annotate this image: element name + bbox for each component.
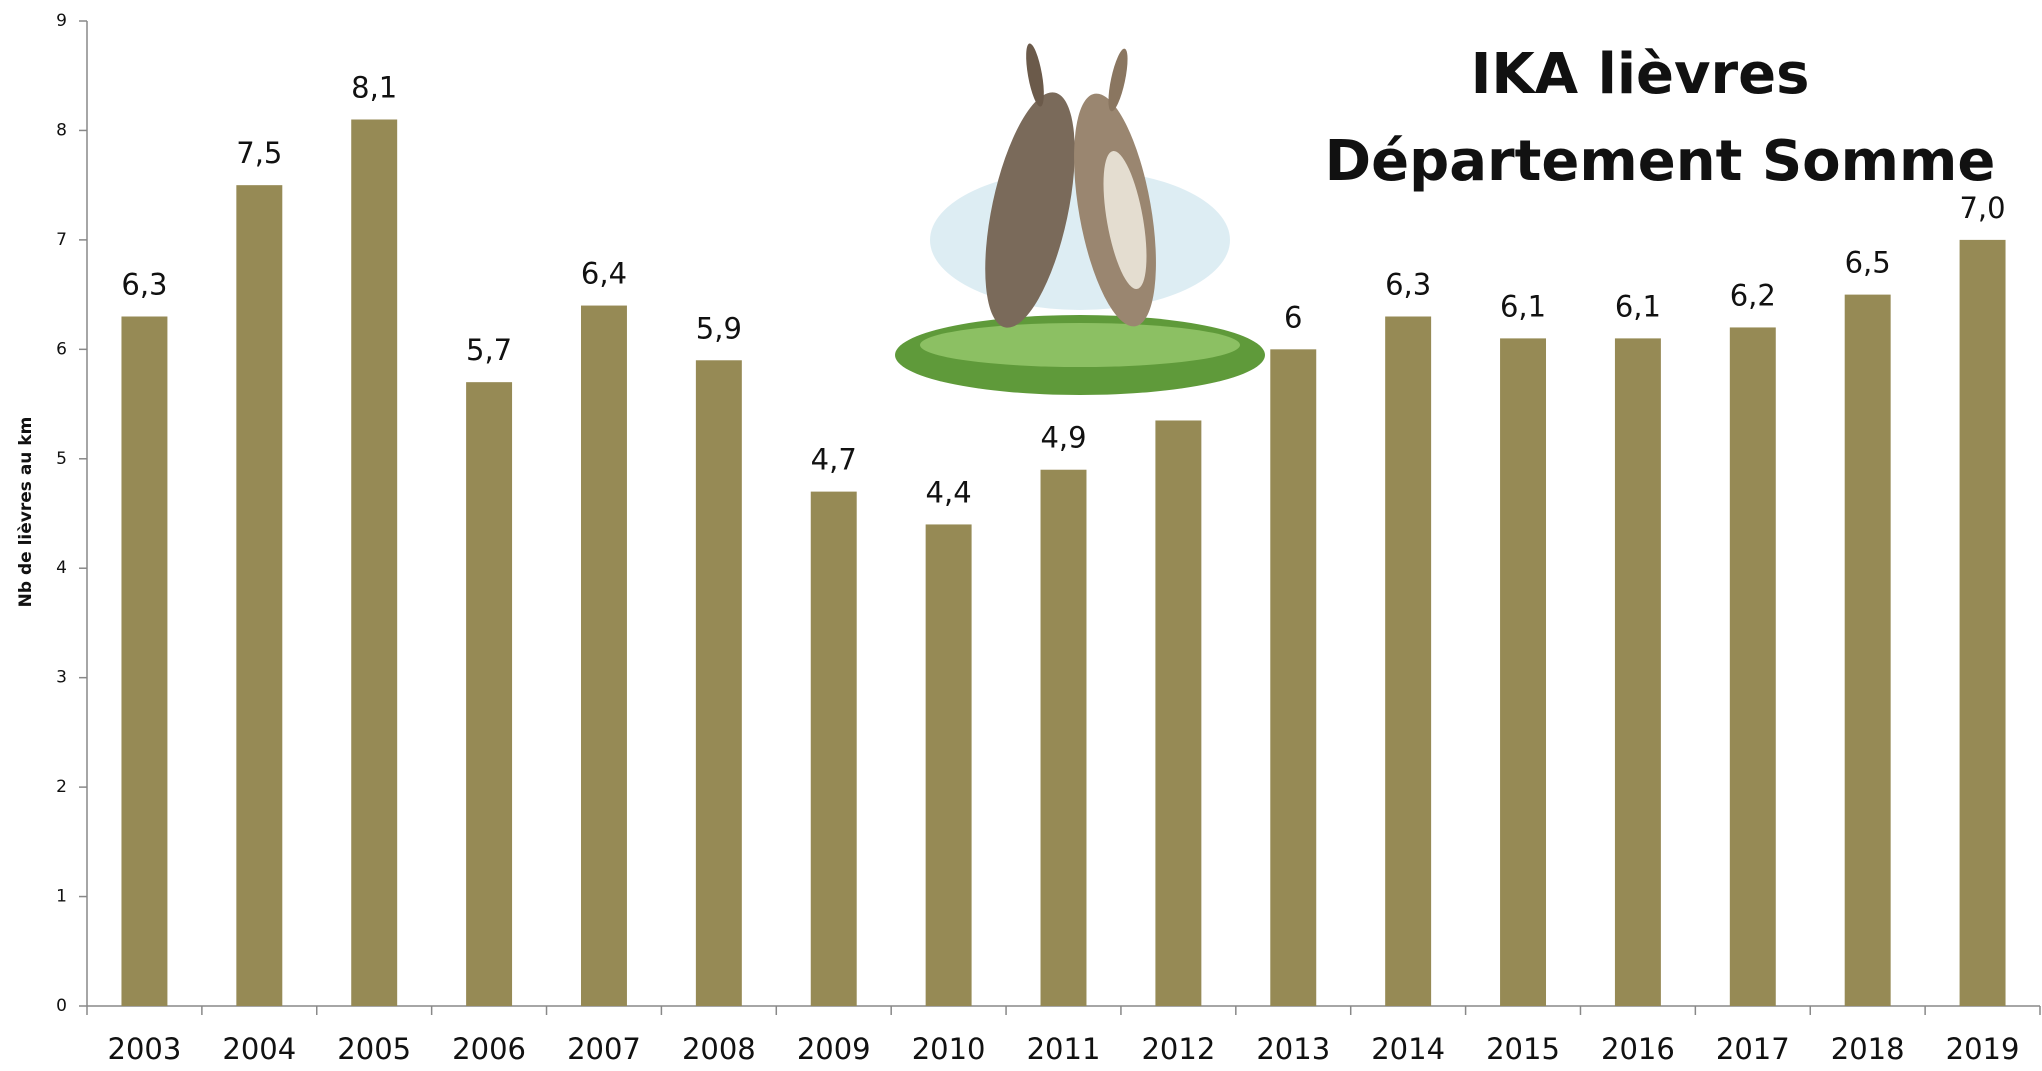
value-label: 4,7 (811, 443, 857, 477)
x-tick-label: 2003 (108, 1032, 182, 1066)
x-tick-label: 2019 (1946, 1032, 2020, 1066)
bar (1959, 239, 2006, 1006)
hares-illustration (895, 43, 1265, 395)
value-label: 5,9 (696, 311, 742, 345)
x-tick-label: 2015 (1486, 1032, 1560, 1066)
x-tick-label: 2006 (452, 1032, 526, 1066)
value-label: 6,3 (121, 268, 167, 302)
value-label: 6,5 (1845, 246, 1891, 280)
value-label: 6,1 (1615, 289, 1661, 323)
value-label: 7,5 (236, 136, 282, 170)
x-tick-label: 2016 (1601, 1032, 1675, 1066)
y-tick-label: 3 (56, 668, 67, 688)
bar (695, 360, 742, 1006)
bar (1614, 338, 1661, 1006)
y-tick-label: 8 (56, 120, 67, 140)
y-axis-label: Nb de lièvres au km (16, 417, 36, 608)
value-label: 6,3 (1385, 268, 1431, 302)
value-label: 7,0 (1959, 191, 2005, 225)
y-tick-label: 2 (56, 777, 67, 797)
y-tick-label: 6 (56, 339, 67, 359)
x-tick-label: 2013 (1256, 1032, 1330, 1066)
y-tick-label: 5 (56, 449, 67, 469)
x-tick-label: 2004 (222, 1032, 296, 1066)
x-tick-label: 2007 (567, 1032, 641, 1066)
bar (1155, 420, 1202, 1006)
value-label: 6 (1284, 300, 1302, 334)
y-tick-label: 9 (56, 11, 67, 31)
bar (236, 185, 283, 1006)
chart-title: IKA lièvres (1471, 42, 1810, 107)
bar (1500, 338, 1547, 1006)
value-label: 6,2 (1730, 278, 1776, 312)
bar (1844, 294, 1891, 1007)
value-label: 4,9 (1040, 421, 1086, 455)
bar (466, 382, 513, 1007)
x-tick-label: 2018 (1831, 1032, 1905, 1066)
x-tick-label: 2008 (682, 1032, 756, 1066)
bar (810, 491, 857, 1007)
value-label: 6,4 (581, 257, 627, 291)
bar (925, 524, 972, 1006)
x-tick-label: 2014 (1371, 1032, 1445, 1066)
bar (580, 305, 627, 1006)
x-tick-label: 2017 (1716, 1032, 1790, 1066)
value-label: 5,7 (466, 333, 512, 367)
bar (121, 316, 168, 1006)
x-tick-label: 2012 (1141, 1032, 1215, 1066)
value-label: 4,4 (926, 475, 972, 509)
bar (1729, 327, 1776, 1006)
y-tick-label: 7 (56, 230, 67, 250)
x-tick-label: 2005 (337, 1032, 411, 1066)
bar (351, 119, 398, 1006)
value-label: 6,1 (1500, 289, 1546, 323)
x-tick-label: 2011 (1027, 1032, 1101, 1066)
y-tick-label: 0 (56, 996, 67, 1016)
bar (1385, 316, 1432, 1006)
x-tick-label: 2009 (797, 1032, 871, 1066)
chart-subtitle: Département Somme (1325, 129, 1996, 194)
y-tick-label: 1 (56, 887, 67, 907)
bar (1270, 349, 1317, 1006)
x-tick-label: 2010 (912, 1032, 986, 1066)
value-label: 8,1 (351, 71, 397, 105)
y-tick-label: 4 (56, 558, 67, 578)
bar (1040, 469, 1087, 1006)
